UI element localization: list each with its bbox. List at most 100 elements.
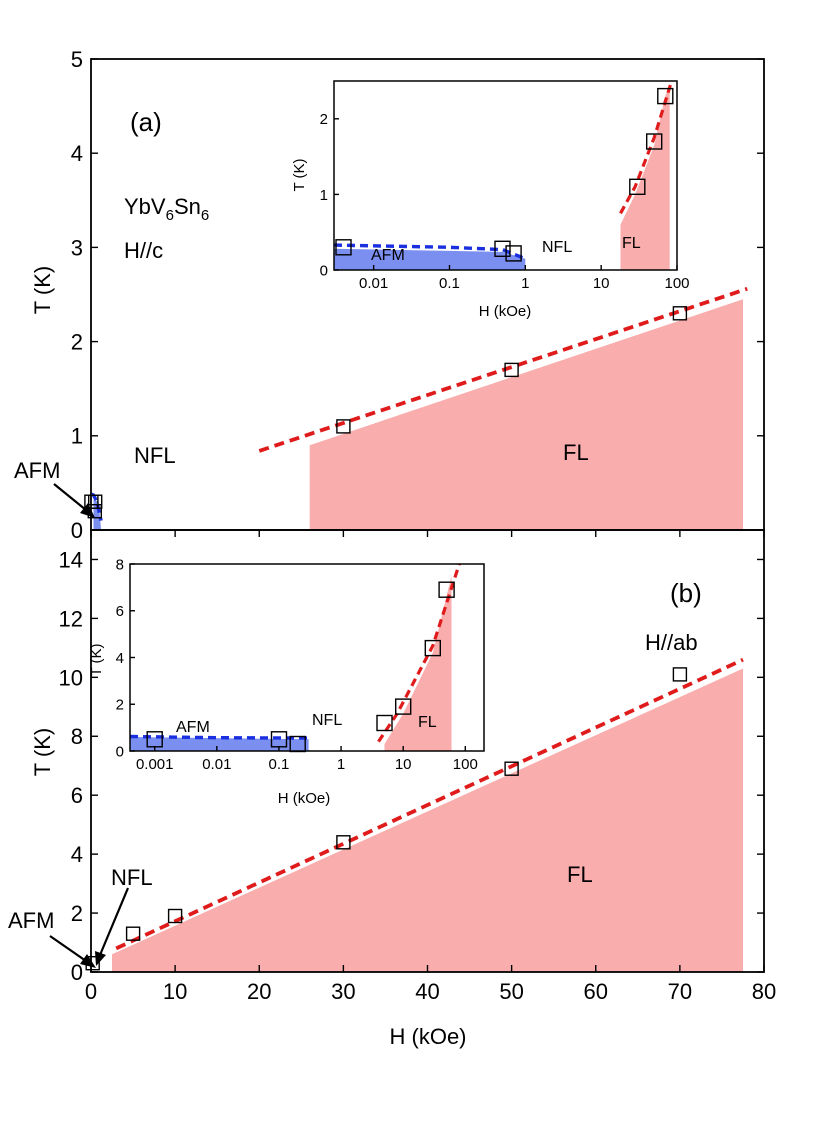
b-main-data-point-1 xyxy=(125,926,141,941)
a-inset-label-nfl: NFL xyxy=(542,239,572,256)
material-formula: YbV6Sn6 xyxy=(124,194,209,224)
a-main-fl-fit-line xyxy=(258,286,748,453)
a-inset-data-point-5 xyxy=(657,87,674,105)
b-inset-xtick-label-2: 0.1 xyxy=(269,756,290,773)
a-label-fl: FL xyxy=(563,440,589,465)
b-main-fl-region xyxy=(112,668,743,972)
b-label-fl: FL xyxy=(567,862,593,887)
b-inset-label-afm: AFM xyxy=(176,719,210,736)
b-inset-xtick-label-3: 1 xyxy=(337,756,345,773)
b-main-ytick-label-3: 6 xyxy=(71,783,83,808)
marker-layer xyxy=(84,87,688,971)
a-inset-xtick-label-4: 100 xyxy=(664,275,689,292)
a-main-ylabel: T (K) xyxy=(30,266,55,314)
b-inset-ytick-label-4: 8 xyxy=(116,556,124,573)
field-direction-ab: H//ab xyxy=(645,630,698,655)
b-inset-data-point-5 xyxy=(424,639,441,657)
b-inset-data-point-6 xyxy=(438,581,455,598)
a-inset-data-point-4 xyxy=(646,133,663,150)
b-main-ytick-label-7: 14 xyxy=(59,547,83,572)
b-inset-data-point-4 xyxy=(395,698,412,715)
b-inset-label-fl: FL xyxy=(418,714,437,731)
b-main-ytick-label-5: 10 xyxy=(59,665,83,690)
a-inset-xlabel: H (kOe) xyxy=(479,303,532,320)
a-inset-ytick-label-0: 0 xyxy=(320,262,328,279)
a-main-ytick-label-0: 0 xyxy=(71,518,83,543)
b-main-xtick-label-5: 50 xyxy=(499,979,523,1004)
b-inset-afm-region xyxy=(130,737,309,751)
b-main-ytick-label-2: 4 xyxy=(71,842,83,867)
a-inset-data-point-1 xyxy=(494,240,511,258)
afm-arrow-a xyxy=(53,483,95,518)
b-inset-ytick-label-3: 6 xyxy=(116,603,124,620)
a-inset-label-fl: FL xyxy=(622,235,641,252)
a-inset-xtick-label-2: 1 xyxy=(521,275,529,292)
a-main-ytick-label-5: 5 xyxy=(71,47,83,72)
b-main-xtick-label-1: 10 xyxy=(163,979,187,1004)
a-inset-ytick-label-1: 1 xyxy=(320,187,328,204)
b-inset-fl-fit-line xyxy=(377,563,461,743)
fill-layer xyxy=(93,81,743,972)
a-label-nfl: NFL xyxy=(134,443,176,468)
a-inset-fl-fit-line xyxy=(619,80,674,215)
b-main-xtick-label-4: 40 xyxy=(415,979,439,1004)
b-main-xtick-label-0: 0 xyxy=(85,979,97,1004)
b-main-ylabel: T (K) xyxy=(30,728,55,776)
afm-arrow-b xyxy=(49,935,96,968)
b-inset-xtick-label-5: 100 xyxy=(453,756,478,773)
a-inset-fl-region xyxy=(620,84,670,270)
a-main-data-point-3 xyxy=(336,419,351,434)
b-main-data-point-5 xyxy=(672,667,688,682)
b-main-xtick-label-8: 80 xyxy=(752,979,776,1004)
a-inset-ytick-label-2: 2 xyxy=(320,111,328,128)
field-direction-c: H//c xyxy=(124,238,163,263)
a-main-data-point-4 xyxy=(504,362,519,378)
b-main-ytick-label-6: 12 xyxy=(59,606,83,631)
b-inset-ytick-label-1: 2 xyxy=(116,697,124,714)
a-label-afm: AFM xyxy=(14,458,60,483)
a-inset-xtick-label-3: 10 xyxy=(593,275,610,292)
b-main-fl-fit-line xyxy=(115,657,744,951)
b-inset-label-nfl: NFL xyxy=(312,712,342,729)
b-main-data-point-3 xyxy=(336,835,351,850)
a-inset-xtick-label-0: 0.01 xyxy=(359,275,388,292)
b-main-xtick-label-7: 70 xyxy=(668,979,692,1004)
panel-a-label: (a) xyxy=(130,107,162,137)
b-main-xtick-label-6: 60 xyxy=(584,979,608,1004)
a-inset-ylabel: T (K) xyxy=(291,158,308,191)
a-main-data-point-2 xyxy=(87,494,103,509)
b-main-data-point-4 xyxy=(504,761,519,776)
b-inset-fl-region xyxy=(384,575,452,751)
a-main-ytick-label-3: 3 xyxy=(71,235,83,260)
fit-line-layer xyxy=(90,80,748,951)
b-inset-ytick-label-2: 4 xyxy=(116,650,124,667)
b-inset-ylabel: T (K) xyxy=(88,643,105,676)
b-inset-ytick-label-0: 0 xyxy=(116,743,124,760)
b-label-nfl: NFL xyxy=(111,865,153,890)
b-main-xtick-label-2: 20 xyxy=(247,979,271,1004)
a-inset-afm-region xyxy=(334,248,526,270)
a-inset-plot-frame xyxy=(333,80,678,271)
a-main-ytick-label-4: 4 xyxy=(71,141,83,166)
a-inset-data-point-3 xyxy=(629,178,646,196)
a-main-ytick-label-1: 1 xyxy=(71,424,83,449)
b-main-xlabel: H (kOe) xyxy=(390,1024,467,1049)
b-main-ytick-label-1: 2 xyxy=(71,901,83,926)
a-main-ytick-label-2: 2 xyxy=(71,330,83,355)
b-inset-xtick-label-4: 10 xyxy=(395,756,412,773)
a-inset-afm-fit-line xyxy=(333,243,526,261)
a-inset-background xyxy=(334,81,677,270)
panel-b-label: (b) xyxy=(670,578,702,608)
b-inset-xtick-label-0: 0.001 xyxy=(136,756,174,773)
a-main-fl-region xyxy=(309,299,743,530)
a-inset-label-afm: AFM xyxy=(371,247,405,264)
b-inset-data-point-3 xyxy=(376,714,393,732)
b-inset-afm-fit-line xyxy=(129,734,309,740)
b-inset-xtick-label-1: 0.01 xyxy=(202,756,231,773)
b-label-afm: AFM xyxy=(8,908,54,933)
a-inset-xtick-label-1: 0.1 xyxy=(439,275,460,292)
b-inset-xlabel: H (kOe) xyxy=(278,790,331,807)
